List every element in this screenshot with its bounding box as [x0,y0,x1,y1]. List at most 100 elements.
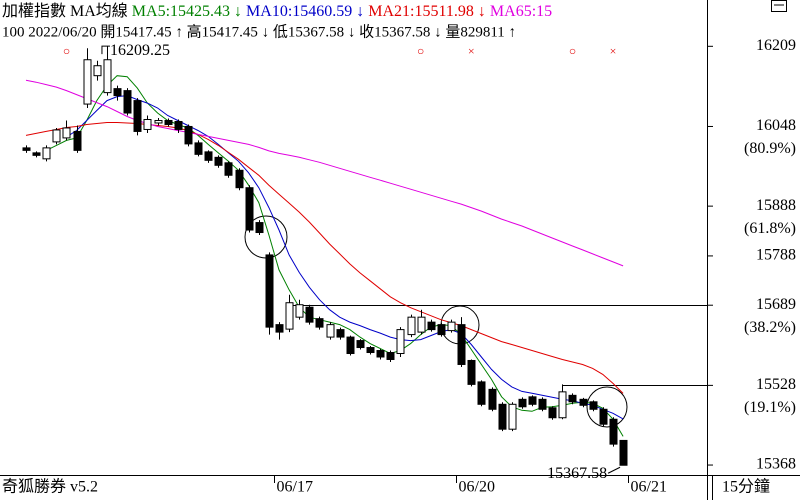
candle-body [305,306,314,323]
x-tick-label: 06/17 [277,479,313,496]
candle-body [295,304,304,318]
y-tick-label: 15528 [756,376,796,393]
candle-body [224,162,233,176]
candle-body [315,318,324,328]
candle-body [113,88,122,97]
low-label: 15367.58 [547,465,607,482]
candle-body [619,439,628,466]
fib-label: (80.9%) [744,140,796,157]
candle-body [174,120,183,130]
candle-body [417,316,426,333]
x-tick-label: 06/20 [459,479,495,496]
candle-body [164,119,173,125]
y-tick-label: 15368 [756,456,796,473]
candle-body [579,398,588,406]
candle-body [204,151,213,161]
candle-body [93,65,102,77]
x-tick-label: 06/21 [631,479,667,496]
header-segment: MA21:15511.98 [368,3,474,20]
window-icon[interactable] [771,0,787,12]
candle-body [265,254,274,328]
candle-body [62,127,71,139]
candle-body [467,359,476,385]
ma-line [45,75,624,437]
period-label: 15分鐘 [722,478,770,496]
candle-body [538,398,547,410]
candle-body [548,407,557,419]
highlight-circle [586,386,628,428]
candle-body [275,324,284,333]
candle-body [184,125,193,145]
candle-body [407,316,416,336]
signal-marker: ○ [63,44,70,58]
signal-marker: ○ [417,44,424,58]
candle-body [599,408,608,425]
candle-body [214,156,223,166]
candle-body [22,147,31,151]
candle-body [133,100,142,132]
candle-body [42,147,51,160]
candle-body [32,152,41,156]
candle-body [103,59,112,94]
candle-body [245,187,254,231]
candle-body [83,59,92,105]
header-segment: MA5:15425.43 [132,3,230,20]
header-segment: ↓ [356,3,364,20]
header-segment: ↓ [478,3,486,20]
candle-body [396,329,405,355]
y-tick-label: 16209 [756,37,796,54]
ma-line [66,95,624,420]
fib-label: (61.8%) [744,220,796,237]
candle-body [366,347,375,354]
header-segment: 加權指數 MA均線 [2,2,128,20]
fib-label: (19.1%) [744,399,796,416]
candle-body [457,324,466,365]
candle-body [376,350,385,358]
candle-body [437,324,446,336]
signal-marker: ○ [569,44,576,58]
fib-label: (38.2%) [744,319,796,336]
info-line: 100 2022/06/20 開15417.45 ↑ 高15417.45 ↓ 低… [2,23,516,40]
y-tick-label: 15689 [756,296,796,313]
ma-line [25,79,624,267]
leader-line [101,45,110,55]
candle-body [336,329,345,338]
candle-body [73,130,82,151]
candle-body [508,403,517,430]
candle-body [194,142,203,155]
candle-body [143,118,152,130]
candle-body [477,381,486,405]
candle-body [346,336,355,355]
candle-body [498,403,507,430]
header-segment: MA10:15460.59 [246,3,352,20]
candle-body [52,129,61,143]
candle-body [609,418,618,445]
y-tick-label: 15888 [756,197,796,214]
candle-body [235,169,244,189]
candle-body [154,119,163,124]
candle-body [427,321,436,331]
header-segment: ↓ [234,3,242,20]
signal-marker: × [468,44,475,58]
candle-body [285,302,294,330]
candle-body [447,321,456,332]
candle-body [386,352,395,360]
candle-body [568,394,577,403]
candle-body [558,391,567,419]
leader-line [607,466,621,474]
candle-body [589,401,598,410]
candle-body [528,396,537,405]
candle-body [123,90,132,114]
header-segment: MA65:15 [490,3,552,20]
candle-body [356,340,365,349]
candle-body [326,324,335,338]
candle-body [518,398,527,408]
candle-body [488,388,497,410]
header-line: 加權指數 MA均線 MA5:15425.43 ↓ MA10:15460.59 ↓ MA21… [2,2,552,20]
software-label: 奇狐勝券 v5.2 [2,478,98,496]
y-tick-label: 16048 [756,117,796,134]
y-tick-label: 15788 [756,247,796,264]
signal-marker: × [610,44,617,58]
